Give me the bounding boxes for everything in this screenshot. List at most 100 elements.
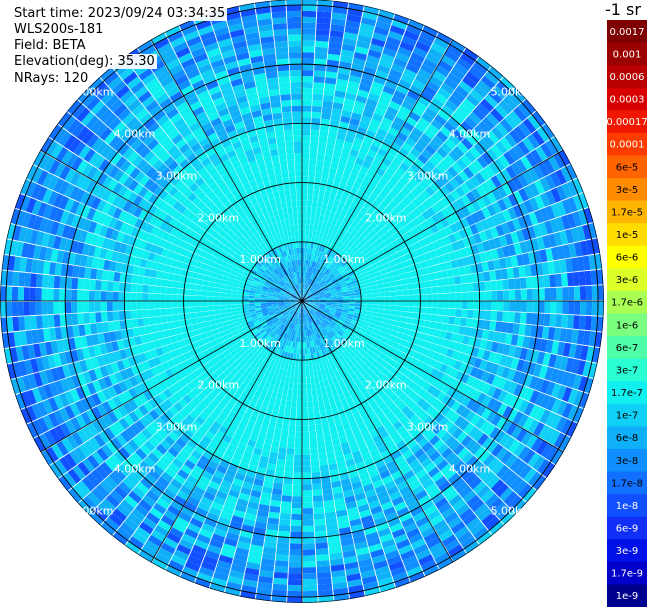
data-gate bbox=[302, 235, 306, 242]
data-gate bbox=[364, 489, 377, 498]
data-gate bbox=[369, 221, 378, 230]
data-gate bbox=[375, 237, 384, 246]
data-gate bbox=[148, 309, 155, 318]
data-gate bbox=[369, 229, 377, 238]
data-gate bbox=[332, 486, 343, 494]
data-gate bbox=[276, 392, 283, 400]
data-gate bbox=[380, 199, 389, 209]
data-gate bbox=[448, 340, 457, 350]
data-gate bbox=[207, 286, 215, 292]
data-gate bbox=[467, 163, 479, 176]
data-gate bbox=[375, 70, 389, 80]
data-gate bbox=[465, 215, 475, 226]
data-gate bbox=[385, 440, 396, 450]
data-gate bbox=[422, 326, 430, 335]
data-gate bbox=[289, 418, 296, 426]
data-gate bbox=[237, 291, 244, 295]
data-gate bbox=[323, 398, 330, 406]
data-gate bbox=[439, 262, 447, 271]
data-gate bbox=[316, 159, 324, 167]
data-gate bbox=[371, 138, 383, 148]
data-gate bbox=[501, 222, 511, 235]
data-gate bbox=[328, 236, 335, 243]
data-gate bbox=[293, 472, 302, 479]
data-gate bbox=[416, 397, 427, 408]
data-gate bbox=[330, 24, 345, 32]
data-gate bbox=[207, 301, 214, 306]
data-gate bbox=[29, 287, 36, 301]
data-gate bbox=[354, 541, 368, 550]
data-gate bbox=[393, 274, 401, 281]
data-gate bbox=[386, 271, 394, 278]
data-gate bbox=[278, 530, 290, 538]
data-gate bbox=[332, 150, 342, 158]
data-gate bbox=[458, 228, 468, 239]
data-gate bbox=[412, 484, 425, 496]
data-gate bbox=[341, 146, 351, 155]
data-gate bbox=[381, 246, 389, 254]
data-gate bbox=[318, 325, 323, 331]
data-gate bbox=[421, 372, 431, 382]
data-gate bbox=[437, 87, 451, 100]
data-gate bbox=[321, 172, 329, 180]
data-gate bbox=[196, 279, 204, 286]
data-gate bbox=[512, 176, 524, 191]
data-gate bbox=[390, 330, 398, 337]
data-gate bbox=[344, 320, 351, 325]
data-gate bbox=[295, 324, 299, 331]
data-gate bbox=[478, 281, 486, 292]
data-gate bbox=[304, 253, 307, 260]
data-gate bbox=[328, 396, 335, 404]
data-gate bbox=[420, 63, 435, 75]
data-gate bbox=[302, 377, 307, 384]
data-gate bbox=[418, 473, 431, 485]
data-gate bbox=[550, 301, 557, 314]
data-gate bbox=[467, 301, 474, 310]
data-gate bbox=[364, 60, 379, 70]
data-gate bbox=[302, 567, 317, 574]
data-gate bbox=[367, 301, 374, 305]
data-gate bbox=[334, 246, 341, 253]
data-gate bbox=[291, 395, 297, 402]
data-gate bbox=[303, 259, 307, 266]
data-gate bbox=[154, 301, 161, 309]
data-gate bbox=[302, 425, 309, 432]
data-gate bbox=[401, 311, 408, 318]
data-gate bbox=[411, 127, 424, 138]
data-gate bbox=[367, 326, 374, 333]
data-gate bbox=[337, 338, 344, 345]
data-gate bbox=[509, 289, 516, 301]
data-gate bbox=[251, 538, 264, 547]
data-gate bbox=[307, 407, 314, 414]
data-gate bbox=[319, 344, 324, 351]
data-gate bbox=[373, 217, 382, 226]
data-gate bbox=[381, 538, 396, 549]
data-gate bbox=[402, 306, 409, 312]
data-gate bbox=[334, 313, 341, 318]
data-gate bbox=[391, 341, 400, 350]
data-gate bbox=[336, 308, 343, 312]
data-gate bbox=[327, 173, 336, 181]
data-gate bbox=[522, 170, 534, 185]
data-gate bbox=[382, 278, 389, 284]
data-gate bbox=[362, 346, 370, 353]
data-gate bbox=[302, 584, 318, 592]
data-gate bbox=[333, 199, 340, 207]
data-gate bbox=[41, 301, 48, 315]
data-gate bbox=[565, 163, 578, 180]
data-gate bbox=[365, 438, 375, 447]
data-gate bbox=[417, 204, 427, 214]
data-gate bbox=[531, 276, 539, 289]
data-gate bbox=[305, 259, 309, 266]
data-gate bbox=[517, 216, 527, 229]
data-gate bbox=[311, 308, 317, 313]
data-gate bbox=[423, 531, 439, 544]
data-gate bbox=[275, 422, 283, 430]
data-gate bbox=[334, 382, 341, 390]
data-gate bbox=[314, 177, 322, 184]
data-gate bbox=[465, 318, 473, 328]
data-gate bbox=[567, 272, 574, 287]
data-gate bbox=[342, 307, 349, 311]
data-gate bbox=[360, 515, 374, 524]
data-gate bbox=[455, 220, 465, 231]
